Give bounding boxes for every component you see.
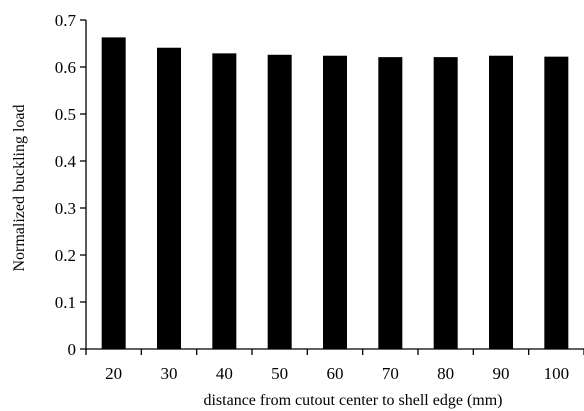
bar-40 [212,53,237,350]
x-tick-label-30: 30 [161,364,178,383]
bars-group [101,37,569,350]
x-tick-label-60: 60 [327,364,344,383]
bar-70 [378,57,403,349]
bar-30 [157,47,181,349]
y-tick-label-0.6: 0.6 [55,58,76,77]
bar-20 [101,37,126,349]
y-tick-label-0.5: 0.5 [55,105,76,124]
y-tick-label-0.1: 0.1 [55,293,76,312]
tick-labels-group: 0 0.1 0.2 0.3 0.4 0.5 0.6 0.7 20 30 40 50 60 70 80 90 10… [55,11,569,383]
x-tick-label-100: 100 [544,364,570,383]
axes-group [80,19,584,355]
y-axis-title: Normalized buckling load [11,104,28,271]
y-tick-label-0: 0 [68,340,77,359]
x-tick-label-80: 80 [437,364,454,383]
x-axis-title: distance from cutout center to shell edg… [203,392,502,409]
bar-50 [267,54,292,349]
x-tick-label-40: 40 [216,364,233,383]
x-tick-label-50: 50 [271,364,288,383]
x-tick-label-70: 70 [382,364,399,383]
y-tick-label-0.4: 0.4 [55,152,77,171]
bar-80 [433,57,458,349]
y-tick-label-0.2: 0.2 [55,246,76,265]
bar-90 [489,55,513,349]
bar-60 [323,55,347,349]
y-tick-label-0.7: 0.7 [55,11,77,30]
x-tick-label-20: 20 [105,364,122,383]
y-tick-label-0.3: 0.3 [55,199,76,218]
x-tick-label-90: 90 [493,364,510,383]
bar-100 [544,56,569,349]
